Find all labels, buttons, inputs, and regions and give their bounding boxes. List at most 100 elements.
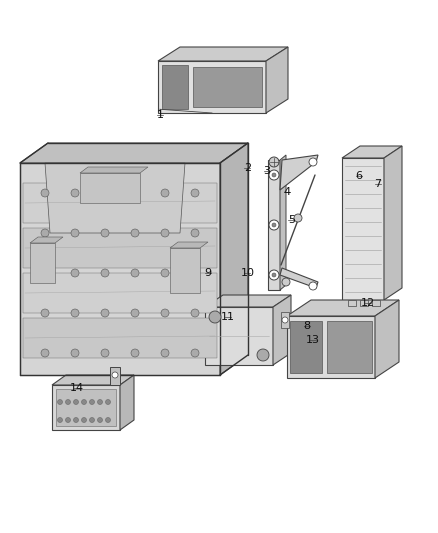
Polygon shape bbox=[266, 47, 288, 113]
Text: 1: 1 bbox=[156, 110, 163, 119]
Polygon shape bbox=[287, 300, 399, 316]
Circle shape bbox=[272, 273, 276, 277]
Circle shape bbox=[131, 349, 139, 357]
Circle shape bbox=[57, 417, 63, 423]
Polygon shape bbox=[384, 146, 402, 300]
Polygon shape bbox=[372, 300, 380, 306]
Polygon shape bbox=[52, 385, 120, 430]
Polygon shape bbox=[281, 312, 289, 328]
Polygon shape bbox=[170, 242, 208, 248]
Text: 11: 11 bbox=[221, 312, 235, 322]
Circle shape bbox=[257, 349, 269, 361]
Circle shape bbox=[269, 220, 279, 230]
Polygon shape bbox=[205, 307, 273, 365]
Text: 8: 8 bbox=[303, 321, 310, 331]
Polygon shape bbox=[280, 268, 318, 288]
Circle shape bbox=[161, 309, 169, 317]
Polygon shape bbox=[56, 389, 116, 426]
Polygon shape bbox=[20, 143, 248, 163]
Polygon shape bbox=[80, 173, 140, 203]
Text: 4: 4 bbox=[283, 187, 290, 197]
Circle shape bbox=[101, 189, 109, 197]
Circle shape bbox=[74, 417, 78, 423]
Circle shape bbox=[57, 400, 63, 405]
Circle shape bbox=[161, 229, 169, 237]
Circle shape bbox=[191, 189, 199, 197]
Polygon shape bbox=[158, 47, 288, 61]
Circle shape bbox=[131, 309, 139, 317]
Circle shape bbox=[81, 417, 86, 423]
Circle shape bbox=[41, 309, 49, 317]
Text: 10: 10 bbox=[240, 268, 254, 278]
Circle shape bbox=[161, 269, 169, 277]
Circle shape bbox=[131, 229, 139, 237]
Circle shape bbox=[282, 317, 288, 323]
Polygon shape bbox=[280, 155, 318, 190]
Polygon shape bbox=[110, 367, 120, 385]
Polygon shape bbox=[23, 273, 217, 313]
Circle shape bbox=[89, 417, 95, 423]
Circle shape bbox=[41, 229, 49, 237]
Circle shape bbox=[101, 269, 109, 277]
Polygon shape bbox=[80, 167, 148, 173]
Circle shape bbox=[191, 229, 199, 237]
Text: 12: 12 bbox=[361, 298, 375, 308]
Polygon shape bbox=[290, 321, 322, 373]
Circle shape bbox=[71, 189, 79, 197]
Circle shape bbox=[101, 349, 109, 357]
Circle shape bbox=[81, 400, 86, 405]
Text: 2: 2 bbox=[244, 163, 251, 173]
Polygon shape bbox=[342, 146, 402, 158]
Circle shape bbox=[101, 229, 109, 237]
Polygon shape bbox=[23, 183, 217, 223]
Circle shape bbox=[41, 269, 49, 277]
Circle shape bbox=[98, 417, 102, 423]
Circle shape bbox=[71, 229, 79, 237]
Circle shape bbox=[209, 311, 221, 323]
Circle shape bbox=[66, 400, 71, 405]
Text: 14: 14 bbox=[70, 383, 84, 393]
Polygon shape bbox=[23, 318, 217, 358]
Circle shape bbox=[269, 270, 279, 280]
Polygon shape bbox=[287, 316, 375, 378]
Circle shape bbox=[269, 157, 279, 167]
Polygon shape bbox=[268, 160, 280, 290]
Circle shape bbox=[41, 189, 49, 197]
Polygon shape bbox=[360, 300, 368, 306]
Text: 3: 3 bbox=[264, 166, 271, 175]
Circle shape bbox=[74, 400, 78, 405]
Polygon shape bbox=[23, 228, 217, 268]
Text: 5: 5 bbox=[288, 215, 295, 224]
Circle shape bbox=[106, 400, 110, 405]
Circle shape bbox=[191, 349, 199, 357]
Circle shape bbox=[161, 189, 169, 197]
Polygon shape bbox=[220, 143, 248, 375]
Polygon shape bbox=[280, 155, 286, 290]
Polygon shape bbox=[170, 248, 200, 293]
Circle shape bbox=[89, 400, 95, 405]
Circle shape bbox=[272, 223, 276, 227]
Circle shape bbox=[106, 417, 110, 423]
Circle shape bbox=[309, 282, 317, 290]
Circle shape bbox=[71, 349, 79, 357]
Polygon shape bbox=[30, 243, 55, 283]
Polygon shape bbox=[52, 375, 134, 385]
Polygon shape bbox=[45, 163, 185, 233]
Circle shape bbox=[66, 417, 71, 423]
Polygon shape bbox=[30, 237, 63, 243]
Circle shape bbox=[294, 214, 302, 222]
Polygon shape bbox=[327, 321, 372, 373]
Circle shape bbox=[71, 269, 79, 277]
Polygon shape bbox=[273, 295, 291, 365]
Circle shape bbox=[309, 158, 317, 166]
Polygon shape bbox=[375, 300, 399, 378]
Text: 6: 6 bbox=[356, 171, 363, 181]
Text: 7: 7 bbox=[374, 179, 381, 189]
Polygon shape bbox=[348, 300, 356, 306]
Circle shape bbox=[161, 349, 169, 357]
Circle shape bbox=[191, 309, 199, 317]
Polygon shape bbox=[158, 61, 266, 113]
Circle shape bbox=[71, 309, 79, 317]
Polygon shape bbox=[162, 65, 188, 109]
Polygon shape bbox=[20, 163, 220, 375]
